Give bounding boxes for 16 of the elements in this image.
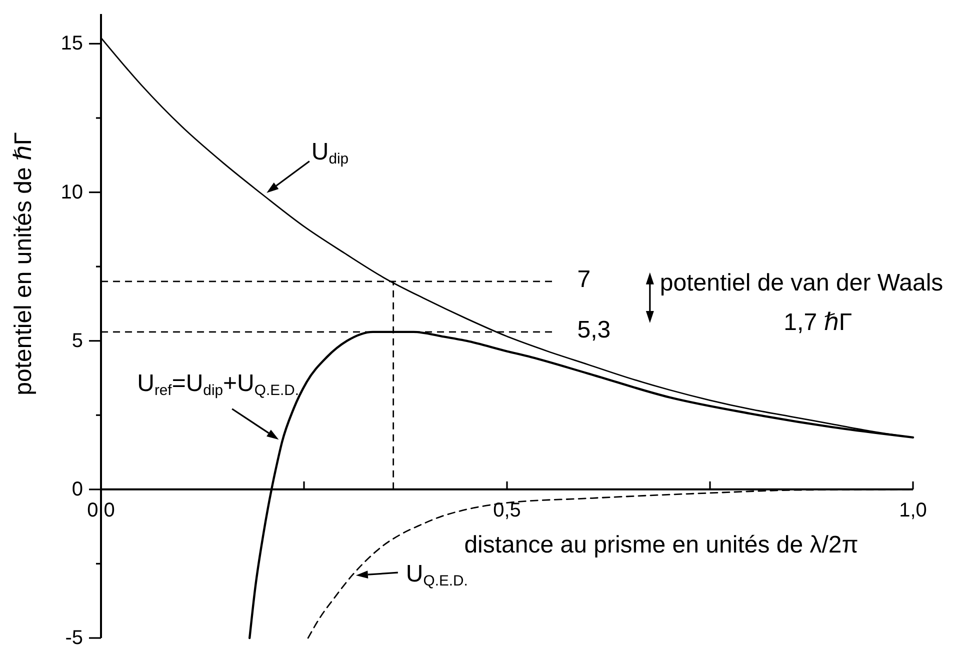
annotation: 1,7 ℏΓ <box>784 308 852 336</box>
x-tick-label: 1,0 <box>899 499 927 522</box>
ref-line-label: 7 <box>577 266 591 293</box>
y-axis-title: potentiel en unités de ℏΓ <box>10 132 37 396</box>
y-tick-label: 5 <box>72 330 83 352</box>
series-label: U$_{Q.E.D.}$ <box>406 560 468 590</box>
ref-line-label: 5,3 <box>577 316 611 344</box>
series-label: U$_{ref}$=U$_{dip}$+U$_{Q.E.D.}$ <box>137 370 300 400</box>
x-tick-label: 0,5 <box>493 499 521 522</box>
y-tick-label: -5 <box>65 627 83 649</box>
text: U$_{dip}$ <box>311 138 349 168</box>
y-tick-label: 10 <box>60 181 83 204</box>
y-tick-label: 0 <box>72 478 83 500</box>
x-axis-title: distance au prisme en unités de λ/2π <box>464 531 858 558</box>
y-tick-label: 15 <box>60 32 83 55</box>
annotation: potentiel de van der Waals <box>660 269 944 296</box>
